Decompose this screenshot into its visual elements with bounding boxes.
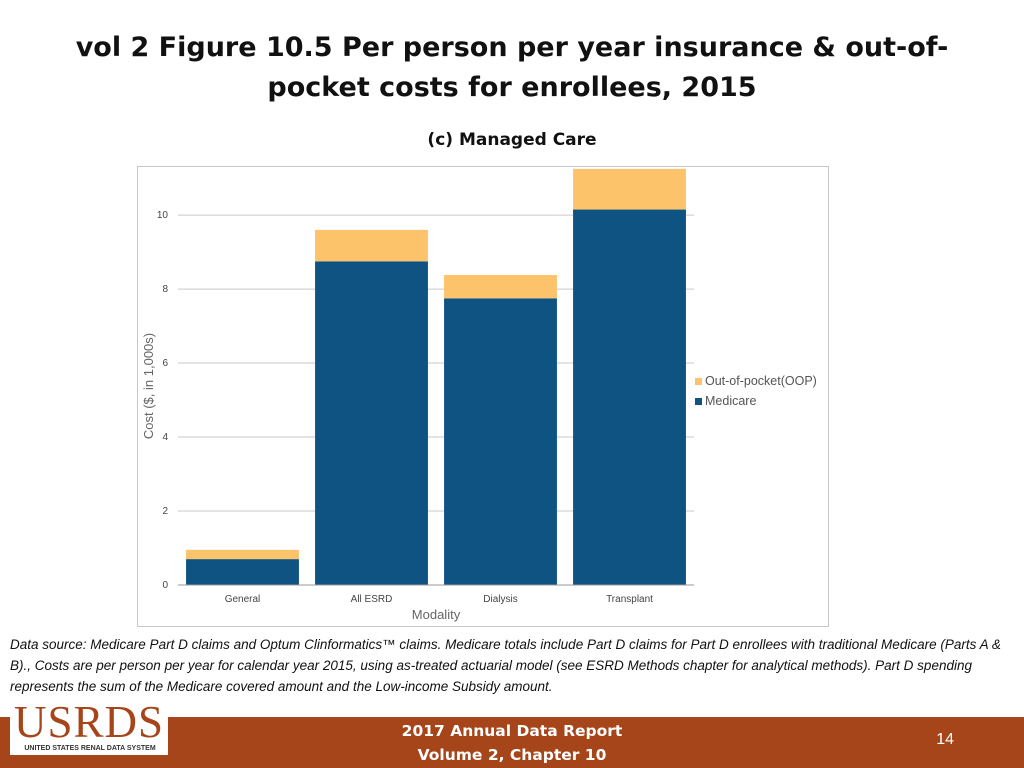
legend-label: Medicare (705, 394, 756, 408)
y-tick-label: 0 (162, 580, 168, 591)
x-axis-label: Modality (412, 607, 461, 622)
y-tick-label: 2 (162, 506, 168, 517)
y-tick-label: 4 (162, 432, 168, 443)
footer-text: 2017 Annual Data Report Volume 2, Chapte… (0, 717, 1024, 767)
legend-label: Out-of-pocket(OOP) (705, 374, 817, 388)
x-tick-label: Transplant (606, 594, 653, 605)
x-tick-label: All ESRD (351, 594, 393, 605)
y-axis-label: Cost ($, in 1,000s) (141, 333, 156, 439)
footer-report-title: 2017 Annual Data Report (401, 722, 623, 740)
bar-segment (186, 549, 299, 560)
chart-subtitle: (c) Managed Care (427, 130, 597, 150)
y-tick-label: 10 (157, 210, 169, 221)
data-source-note: Data source: Medicare Part D claims and … (10, 637, 1001, 694)
y-tick-label: 8 (162, 284, 168, 295)
footer-bar (0, 717, 1024, 768)
x-tick-label: Dialysis (483, 594, 517, 605)
usrds-logo: USRDS UNITED STATES RENAL DATA SYSTEM (10, 699, 168, 755)
bar-segment (573, 209, 686, 585)
bar-segment (444, 298, 557, 585)
slide-title: vol 2 Figure 10.5 Per person per year in… (75, 32, 949, 103)
bar-segment (315, 229, 428, 262)
chart-frame: 0 2 4 6 8 10 General All ESRD Dialysis Transplant… (137, 166, 829, 627)
logo-wordmark: USRDS (13, 697, 165, 747)
bar-segment (186, 559, 299, 585)
bar-segment (573, 168, 686, 210)
bar-chart: 0 2 4 6 8 10 General All ESRD Dialysis Transplant… (141, 168, 817, 622)
legend-swatch (695, 378, 702, 385)
footer-chapter: Volume 2, Chapter 10 (417, 746, 607, 764)
legend-swatch (695, 398, 702, 405)
bar-segment (444, 275, 557, 299)
bar-segment (315, 261, 428, 585)
x-tick-label: General (225, 594, 261, 605)
logo-subtext: UNITED STATES RENAL DATA SYSTEM (24, 745, 156, 752)
y-tick-label: 6 (162, 358, 168, 369)
page-number: 14 (936, 731, 954, 748)
